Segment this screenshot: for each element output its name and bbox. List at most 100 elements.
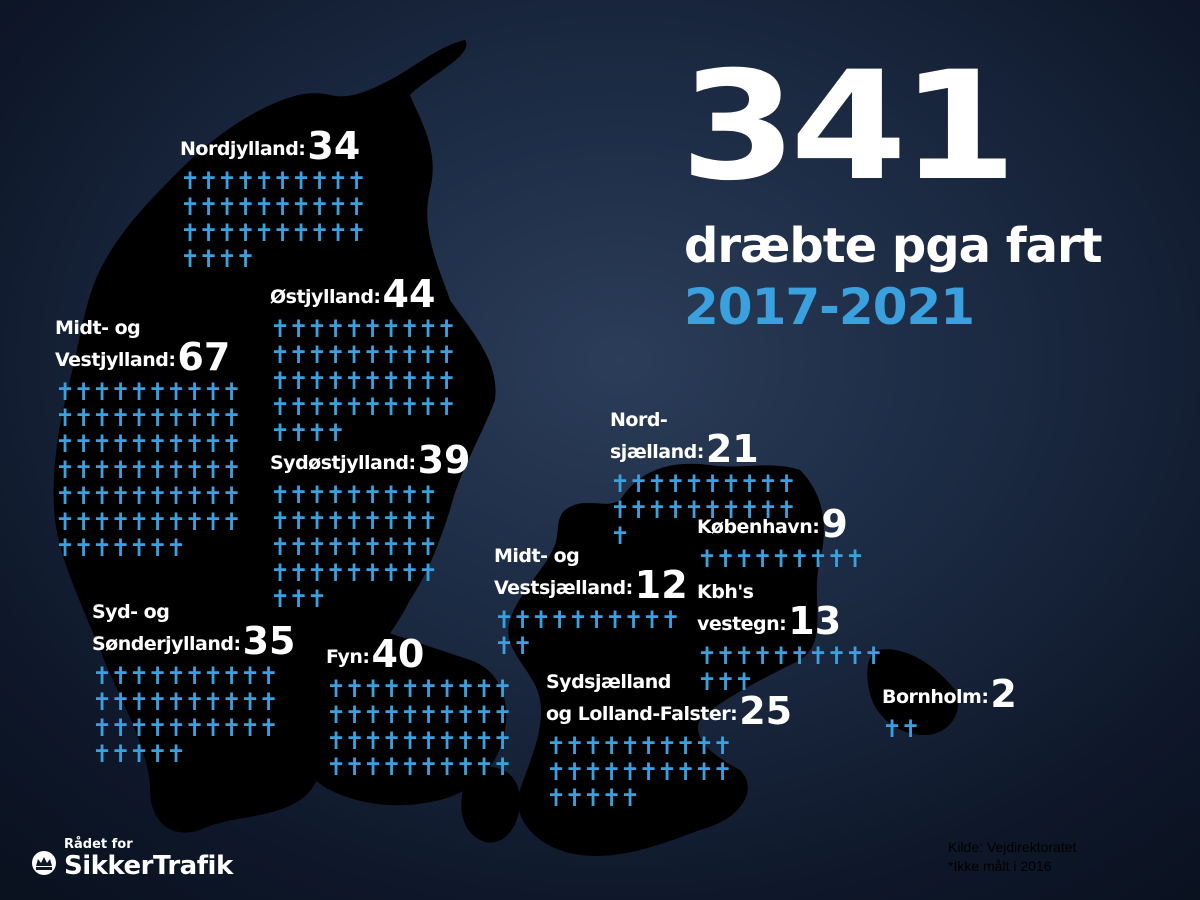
cross-mark: ✝ bbox=[166, 378, 187, 406]
cross-mark: ✝ bbox=[586, 606, 607, 634]
cross-mark: ✝ bbox=[758, 470, 779, 498]
region-value: 12 bbox=[634, 563, 688, 607]
cross-mark: ✝ bbox=[92, 662, 113, 690]
cross-mark: ✝ bbox=[381, 753, 402, 781]
cross-mark: ✝ bbox=[346, 167, 367, 195]
cross-mark: ✝ bbox=[715, 545, 736, 573]
cross-mark: ✝ bbox=[697, 642, 718, 670]
region-value: 40 bbox=[371, 632, 425, 676]
cross-mark: ✝ bbox=[203, 456, 224, 484]
region-fyn: Fyn:40 ✝ ✝ ✝ ✝ ✝ ✝ ✝ ✝ ✝ ✝ ✝ ✝ ✝ ✝ ✝ ✝ ✝ ✝ ✝ ✝ ✝ ✝ ✝ ✝ ✝ ✝ ✝ ✝ ✝ ✝ ✝ ✝ ✝ ✝… bbox=[326, 635, 513, 781]
fyn-landmass bbox=[293, 612, 507, 806]
cross-mark: ✝ bbox=[235, 245, 256, 273]
cross-mark: ✝ bbox=[647, 496, 668, 524]
cross-mark: ✝ bbox=[789, 545, 810, 573]
cross-mark: ✝ bbox=[240, 662, 261, 690]
cross-mark: ✝ bbox=[110, 404, 131, 432]
region-name: København: bbox=[697, 516, 820, 538]
cross-mark: ✝ bbox=[399, 393, 420, 421]
cross-mark: ✝ bbox=[110, 456, 131, 484]
cross-grid: ✝ ✝ ✝ ✝ ✝ ✝ ✝ ✝ ✝ ✝ ✝ ✝ ✝ ✝ ✝ ✝ ✝ ✝ ✝ ✝ ✝ ✝ ✝ ✝ ✝ ✝ ✝ ✝ ✝ ✝ ✝ ✝ ✝ ✝ ✝ ✝ ✝ ✝ ✝ bbox=[270, 482, 470, 612]
cross-mark: ✝ bbox=[546, 784, 567, 812]
cross-mark: ✝ bbox=[455, 701, 476, 729]
lolland-landmass bbox=[461, 766, 520, 843]
cross-mark: ✝ bbox=[494, 632, 515, 660]
cross-mark: ✝ bbox=[166, 482, 187, 510]
cross-mark: ✝ bbox=[217, 245, 238, 273]
region-label: Syd- og Sønderjylland:35 bbox=[92, 602, 295, 661]
cross-mark: ✝ bbox=[721, 470, 742, 498]
cross-mark: ✝ bbox=[147, 714, 168, 742]
headline-period: 2017-2021 bbox=[684, 278, 975, 336]
cross-mark: ✝ bbox=[455, 675, 476, 703]
cross-mark: ✝ bbox=[346, 193, 367, 221]
cross-mark: ✝ bbox=[110, 688, 131, 716]
cross-mark: ✝ bbox=[344, 315, 365, 343]
logo-line-1: Rådet for bbox=[64, 837, 133, 852]
cross-mark: ✝ bbox=[325, 559, 346, 587]
cross-mark: ✝ bbox=[291, 193, 312, 221]
cross-mark: ✝ bbox=[808, 642, 829, 670]
cross-mark: ✝ bbox=[362, 367, 383, 395]
cross-mark: ✝ bbox=[362, 341, 383, 369]
cross-mark: ✝ bbox=[739, 496, 760, 524]
cross-mark: ✝ bbox=[73, 534, 94, 562]
cross-mark: ✝ bbox=[307, 341, 328, 369]
cross-mark: ✝ bbox=[291, 219, 312, 247]
region-value: 13 bbox=[788, 599, 842, 643]
cross-mark: ✝ bbox=[221, 688, 242, 716]
cross-mark: ✝ bbox=[221, 430, 242, 458]
cross-mark: ✝ bbox=[129, 482, 150, 510]
cross-mark: ✝ bbox=[665, 496, 686, 524]
cross-mark: ✝ bbox=[325, 507, 346, 535]
cross-mark: ✝ bbox=[344, 675, 365, 703]
cross-mark: ✝ bbox=[326, 753, 347, 781]
cross-mark: ✝ bbox=[240, 688, 261, 716]
cross-mark: ✝ bbox=[258, 688, 279, 716]
region-value: 39 bbox=[417, 438, 471, 482]
cross-mark: ✝ bbox=[620, 758, 641, 786]
cross-mark: ✝ bbox=[166, 534, 187, 562]
cross-mark: ✝ bbox=[647, 470, 668, 498]
cross-mark: ✝ bbox=[381, 533, 402, 561]
cross-mark: ✝ bbox=[660, 606, 681, 634]
cross-mark: ✝ bbox=[734, 642, 755, 670]
cross-mark: ✝ bbox=[399, 341, 420, 369]
region-label: Nordjylland:34 bbox=[180, 127, 365, 165]
cross-mark: ✝ bbox=[147, 662, 168, 690]
region-name: Midt- og bbox=[494, 545, 580, 567]
cross-mark: ✝ bbox=[512, 606, 533, 634]
region-kbhvestegn: Kbh's vestegn:13 ✝ ✝ ✝ ✝ ✝ ✝ ✝ ✝ ✝ ✝ ✝ ✝ ✝ bbox=[697, 582, 884, 696]
region-value: 25 bbox=[739, 689, 793, 733]
cross-mark: ✝ bbox=[546, 758, 567, 786]
cross-mark: ✝ bbox=[217, 167, 238, 195]
region-label: Fyn:40 bbox=[326, 635, 511, 673]
cross-mark: ✝ bbox=[344, 341, 365, 369]
cross-grid: ✝ ✝ bbox=[882, 716, 1017, 742]
cross-mark: ✝ bbox=[307, 481, 328, 509]
cross-mark: ✝ bbox=[272, 193, 293, 221]
cross-mark: ✝ bbox=[344, 481, 365, 509]
cross-mark: ✝ bbox=[474, 753, 495, 781]
cross-mark: ✝ bbox=[436, 393, 457, 421]
cross-mark: ✝ bbox=[110, 430, 131, 458]
cross-mark: ✝ bbox=[129, 456, 150, 484]
cross-mark: ✝ bbox=[270, 585, 291, 613]
cross-mark: ✝ bbox=[418, 675, 439, 703]
cross-mark: ✝ bbox=[882, 715, 903, 743]
cross-mark: ✝ bbox=[758, 496, 779, 524]
cross-grid: ✝ ✝ ✝ ✝ ✝ ✝ ✝ ✝ ✝ ✝ ✝ ✝ ✝ ✝ ✝ ✝ ✝ ✝ ✝ ✝ ✝ ✝ ✝ ✝ ✝ ✝ ✝ ✝ ✝ ✝ ✝ ✝ ✝ ✝ bbox=[180, 167, 367, 273]
cross-mark: ✝ bbox=[346, 219, 367, 247]
cross-mark: ✝ bbox=[328, 219, 349, 247]
cross-mark: ✝ bbox=[675, 732, 696, 760]
cross-mark: ✝ bbox=[92, 482, 113, 510]
cross-mark: ✝ bbox=[270, 481, 291, 509]
cross-mark: ✝ bbox=[734, 545, 755, 573]
cross-mark: ✝ bbox=[129, 430, 150, 458]
cross-mark: ✝ bbox=[235, 193, 256, 221]
cross-mark: ✝ bbox=[288, 315, 309, 343]
cross-grid: ✝ ✝ ✝ ✝ ✝ ✝ ✝ ✝ ✝ ✝ ✝ ✝ ✝ ✝ ✝ ✝ ✝ ✝ ✝ ✝ ✝ ✝ ✝ ✝ ✝ bbox=[546, 733, 792, 811]
cross-mark: ✝ bbox=[221, 662, 242, 690]
cross-mark: ✝ bbox=[863, 642, 884, 670]
cross-mark: ✝ bbox=[381, 341, 402, 369]
